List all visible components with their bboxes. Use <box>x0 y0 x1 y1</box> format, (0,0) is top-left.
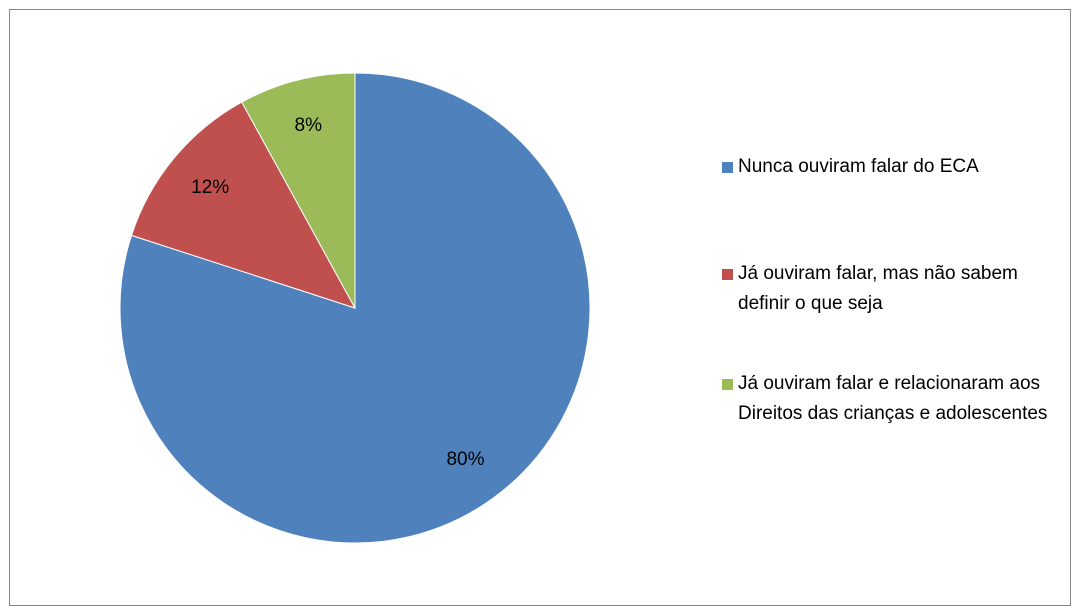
legend-label: Nunca ouviram falar do ECA <box>738 156 979 177</box>
data-label: 80% <box>446 449 484 470</box>
legend-entry: Já ouviram falar, mas não sabem definir … <box>722 259 1067 319</box>
legend-swatch <box>722 379 733 390</box>
legend-label: Já ouviram falar, mas não sabem definir … <box>738 263 1018 314</box>
legend-entry: Já ouviram falar e relacionaram aos Dire… <box>722 369 1067 429</box>
pie-slice <box>130 101 357 309</box>
pie-slice <box>241 72 356 309</box>
data-label: 12% <box>191 177 229 198</box>
data-label: 8% <box>295 115 323 136</box>
legend-swatch <box>722 269 733 280</box>
legend-entry: Nunca ouviram falar do ECA <box>722 152 1067 182</box>
legend-swatch <box>722 162 733 173</box>
legend-label: Já ouviram falar e relacionaram aos Dire… <box>738 373 1048 424</box>
